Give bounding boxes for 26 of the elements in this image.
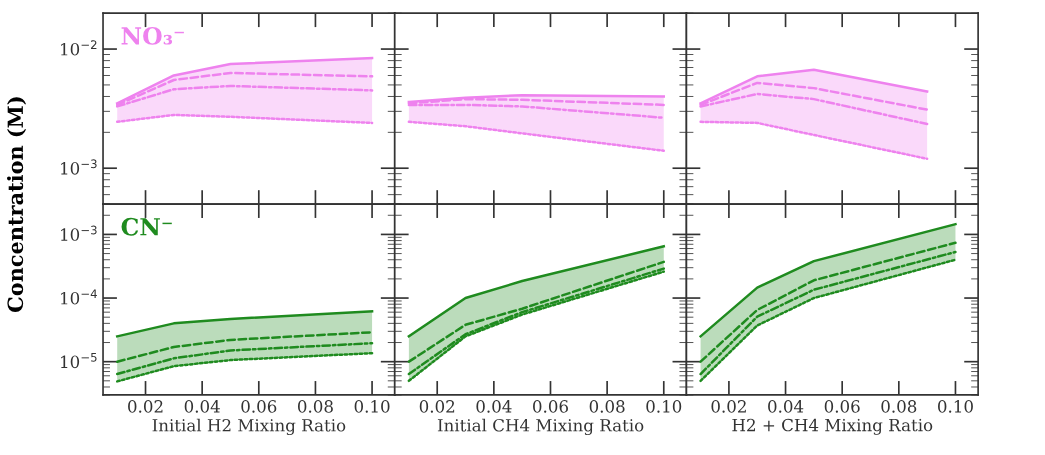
y-tick-label: 10$^{−5}$ bbox=[61, 353, 97, 369]
x-axis-title: Initial CH4 Mixing Ratio bbox=[437, 418, 644, 436]
x-tick-label: 0.08 bbox=[589, 400, 625, 413]
x-tick-label: 0.02 bbox=[711, 400, 746, 413]
y-tick-label: 10$^{−2}$ bbox=[61, 40, 97, 56]
y-tick-label: 10$^{−3}$ bbox=[61, 159, 97, 175]
x-tick-label: 0.10 bbox=[938, 400, 973, 413]
y-tick-label: 10$^{−4}$ bbox=[61, 289, 97, 305]
x-tick-label: 0.06 bbox=[533, 400, 568, 413]
x-tick-label: 0.08 bbox=[297, 400, 333, 413]
x-axis-title: Initial H2 Mixing Ratio bbox=[152, 418, 346, 436]
x-axis-title: H2 + CH4 Mixing Ratio bbox=[732, 418, 933, 435]
y-tick-label: 10$^{−3}$ bbox=[61, 225, 97, 241]
x-tick-label: 0.04 bbox=[184, 400, 220, 413]
x-tick-label: 0.10 bbox=[646, 400, 682, 413]
x-tick-label: 0.02 bbox=[128, 400, 163, 413]
x-tick-label: 0.10 bbox=[354, 400, 390, 413]
annotation: CN⁻ bbox=[121, 217, 172, 236]
annotation: NO₃⁻ bbox=[121, 26, 184, 45]
x-tick-label: 0.06 bbox=[241, 400, 277, 413]
x-tick-label: 0.08 bbox=[881, 400, 917, 413]
x-tick-label: 0.04 bbox=[476, 400, 512, 413]
x-tick-label: 0.02 bbox=[419, 400, 455, 413]
x-tick-label: 0.06 bbox=[824, 400, 860, 413]
y-axis-title: Concentration (M) bbox=[7, 97, 27, 312]
x-tick-label: 0.04 bbox=[768, 400, 804, 413]
